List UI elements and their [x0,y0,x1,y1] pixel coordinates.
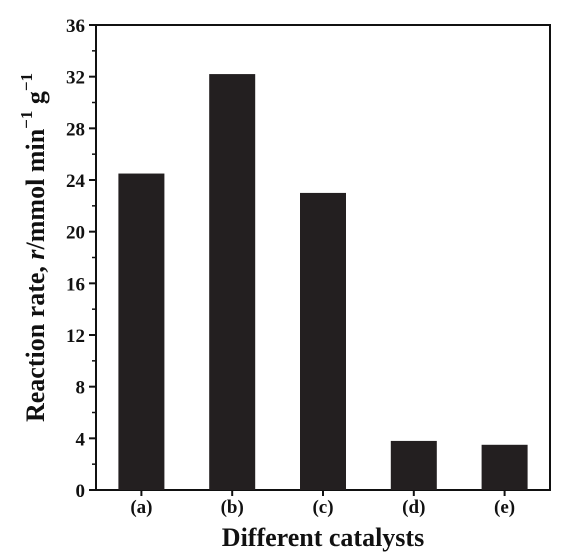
y-axis-title-unit-mmol: /mmol min [21,128,50,250]
x-axis-title: Different catalysts [222,523,424,552]
y-tick-label-2: 8 [76,378,86,399]
bar-2 [300,192,346,490]
y-tick-label-7: 28 [66,119,85,140]
bar-3 [390,440,437,490]
x-tick-label-4: (e) [494,497,515,518]
y-axis-title-exp2: −1 [17,73,36,91]
y-tick-label-3: 12 [66,326,85,347]
y-tick-label-6: 24 [66,171,86,192]
x-tick-label-1: (b) [221,497,244,518]
bar-4 [481,444,528,490]
y-axis-title-unit-g: g [21,91,50,111]
y-axis-ticks: 0 4 8 12 16 20 24 28 32 36 [66,16,96,502]
bar-series [118,74,528,490]
y-tick-label-9: 36 [66,16,85,37]
y-tick-label-5: 20 [66,223,85,244]
y-axis-title-prefix: Reaction rate, [21,260,50,422]
bar-1 [209,74,256,490]
y-axis-title-exp1: −1 [17,111,36,129]
y-tick-label-8: 32 [66,68,85,89]
x-tick-label-0: (a) [130,497,152,518]
x-axis-ticks: (a) (b) (c) (d) (e) [130,490,515,518]
bar-0 [118,173,165,490]
y-axis-title: Reaction rate, r/mmol min−1 g−1 [17,73,50,422]
y-tick-label-1: 4 [76,429,86,450]
y-axis-title-symbol: r [21,249,50,260]
y-tick-label-4: 16 [66,274,85,295]
x-tick-label-3: (d) [402,497,425,518]
x-tick-label-2: (c) [312,497,333,518]
y-tick-label-0: 0 [76,481,86,502]
